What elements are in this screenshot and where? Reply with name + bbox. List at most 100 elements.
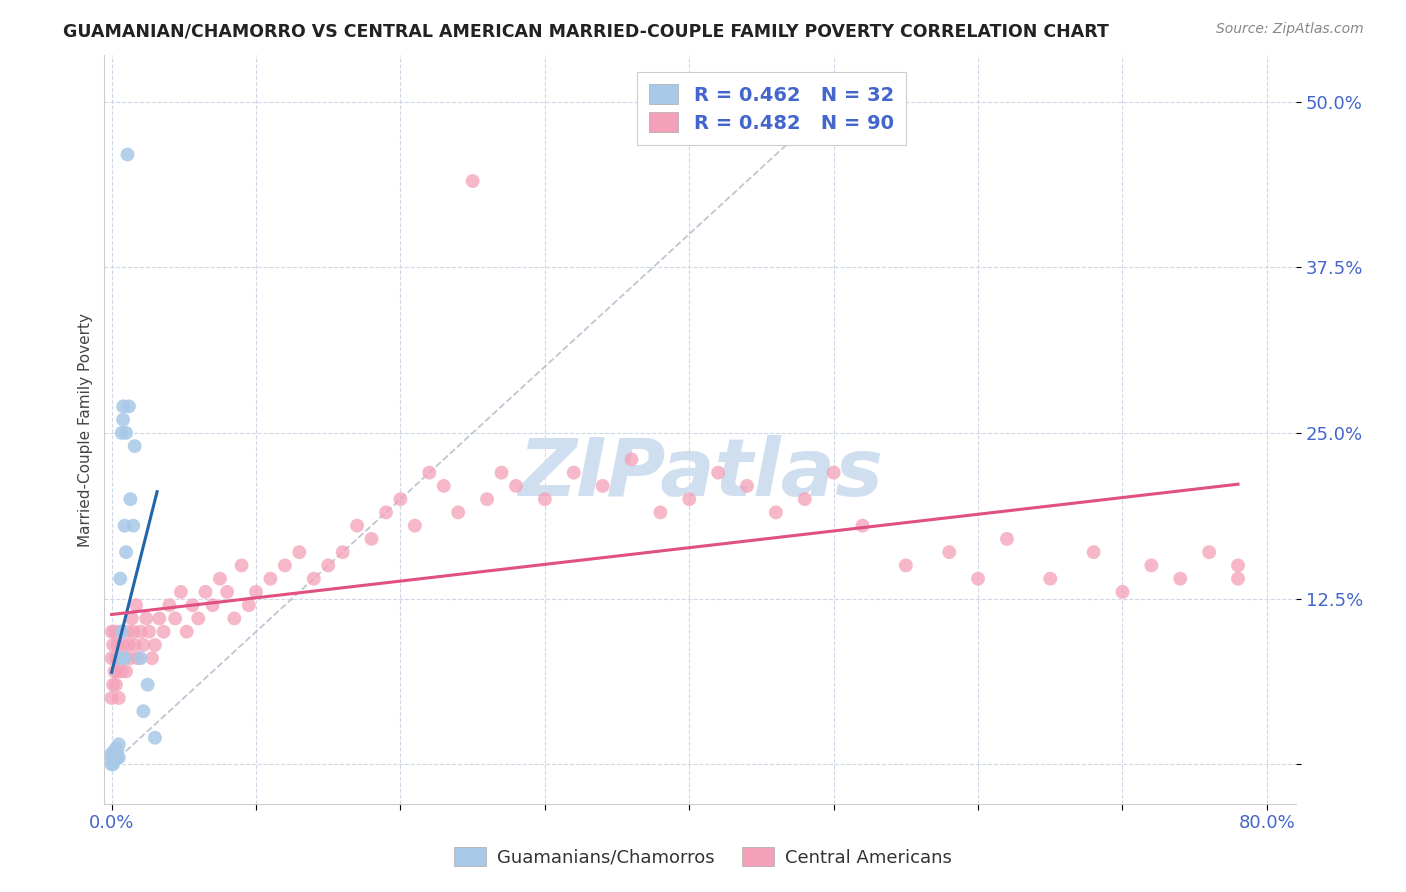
Point	[124, 439, 146, 453]
Point	[181, 598, 204, 612]
Point	[101, 678, 124, 692]
Point	[101, 638, 124, 652]
Point	[389, 492, 412, 507]
Point	[1039, 572, 1062, 586]
Point	[231, 558, 253, 573]
Point	[108, 690, 131, 705]
Point	[245, 585, 267, 599]
Point	[620, 452, 643, 467]
Point	[100, 747, 122, 761]
Point	[112, 638, 135, 652]
Point	[141, 651, 163, 665]
Point	[104, 750, 127, 764]
Point	[375, 505, 398, 519]
Point	[118, 638, 141, 652]
Point	[491, 466, 513, 480]
Point	[103, 624, 125, 639]
Point	[129, 624, 152, 639]
Point	[114, 651, 136, 665]
Point	[152, 624, 174, 639]
Text: ZIPatlas: ZIPatlas	[517, 435, 883, 514]
Point	[475, 492, 498, 507]
Point	[735, 479, 758, 493]
Point	[823, 466, 845, 480]
Point	[148, 611, 170, 625]
Point	[110, 624, 132, 639]
Point	[592, 479, 614, 493]
Point	[101, 750, 124, 764]
Point	[125, 598, 148, 612]
Point	[100, 624, 122, 639]
Legend: R = 0.462   N = 32, R = 0.482   N = 90: R = 0.462 N = 32, R = 0.482 N = 90	[637, 72, 905, 145]
Point	[143, 731, 166, 745]
Point	[765, 505, 787, 519]
Point	[110, 572, 132, 586]
Point	[562, 466, 585, 480]
Point	[127, 651, 149, 665]
Point	[418, 466, 440, 480]
Point	[360, 532, 382, 546]
Y-axis label: Married-Couple Family Poverty: Married-Couple Family Poverty	[79, 312, 93, 547]
Point	[447, 505, 470, 519]
Point	[115, 545, 138, 559]
Point	[100, 750, 122, 764]
Point	[118, 400, 141, 414]
Point	[104, 741, 127, 756]
Point	[121, 611, 143, 625]
Point	[259, 572, 281, 586]
Point	[157, 598, 180, 612]
Point	[967, 572, 990, 586]
Point	[114, 651, 136, 665]
Point	[111, 665, 134, 679]
Point	[995, 532, 1018, 546]
Point	[187, 611, 209, 625]
Point	[505, 479, 527, 493]
Point	[105, 638, 128, 652]
Point	[143, 638, 166, 652]
Point	[120, 651, 142, 665]
Point	[120, 492, 142, 507]
Point	[707, 466, 730, 480]
Point	[111, 624, 134, 639]
Point	[302, 572, 325, 586]
Text: Source: ZipAtlas.com: Source: ZipAtlas.com	[1216, 22, 1364, 37]
Point	[274, 558, 297, 573]
Point	[288, 545, 311, 559]
Point	[1140, 558, 1163, 573]
Point	[332, 545, 354, 559]
Point	[201, 598, 224, 612]
Point	[1227, 558, 1250, 573]
Point	[104, 651, 127, 665]
Point	[1227, 572, 1250, 586]
Point	[461, 174, 484, 188]
Point	[114, 518, 136, 533]
Point	[217, 585, 239, 599]
Point	[103, 750, 125, 764]
Point	[433, 479, 456, 493]
Point	[124, 638, 146, 652]
Point	[117, 624, 139, 639]
Point	[165, 611, 187, 625]
Point	[115, 665, 138, 679]
Point	[105, 665, 128, 679]
Point	[111, 425, 134, 440]
Point	[894, 558, 917, 573]
Point	[110, 651, 132, 665]
Point	[105, 750, 128, 764]
Point	[100, 757, 122, 772]
Point	[104, 678, 127, 692]
Point	[112, 400, 135, 414]
Point	[129, 651, 152, 665]
Point	[122, 518, 145, 533]
Point	[208, 572, 231, 586]
Point	[678, 492, 700, 507]
Point	[103, 744, 125, 758]
Point	[138, 624, 160, 639]
Point	[100, 690, 122, 705]
Point	[1168, 572, 1191, 586]
Point	[793, 492, 815, 507]
Point	[132, 638, 155, 652]
Point	[135, 611, 157, 625]
Point	[112, 412, 135, 426]
Point	[103, 665, 125, 679]
